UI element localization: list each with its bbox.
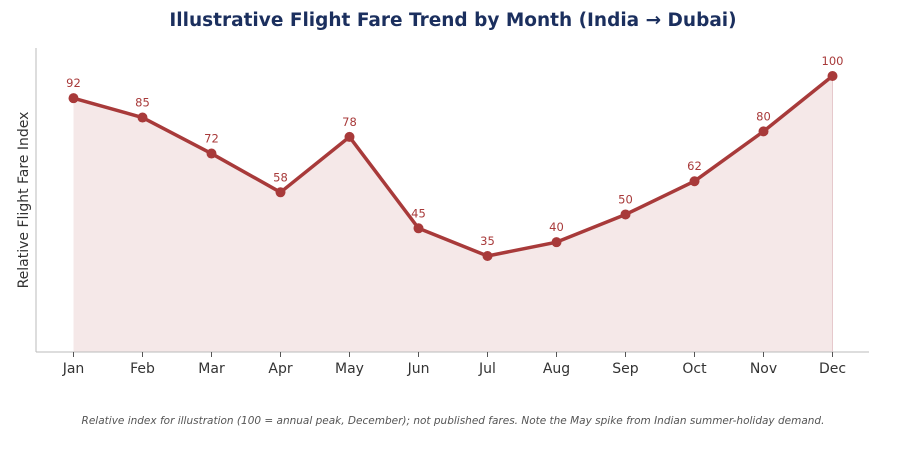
data-point xyxy=(206,148,217,159)
x-tick-label: Sep xyxy=(612,361,639,377)
data-label: 80 xyxy=(756,109,771,123)
data-point xyxy=(827,71,838,81)
x-tick-label: Apr xyxy=(268,361,292,377)
area-fill xyxy=(73,76,833,352)
chart-caption: Relative index for illustration (100 = a… xyxy=(81,415,825,427)
chart-title: Illustrative Flight Fare Trend by Month … xyxy=(169,10,737,31)
data-label: 100 xyxy=(822,54,844,68)
y-axis-title: Relative Flight Fare Index xyxy=(16,112,32,289)
data-point xyxy=(758,126,769,137)
data-point xyxy=(620,209,631,220)
data-label: 58 xyxy=(273,170,288,184)
data-label: 50 xyxy=(618,192,633,206)
data-point xyxy=(551,237,562,248)
data-label: 72 xyxy=(204,132,219,146)
data-point xyxy=(344,131,355,142)
series-line xyxy=(71,74,835,258)
x-tick-label: Dec xyxy=(819,361,846,377)
x-tick-label: May xyxy=(335,361,364,377)
data-point xyxy=(137,112,148,123)
x-tick-label: Nov xyxy=(750,361,777,377)
data-label: 78 xyxy=(342,115,357,129)
x-tick-label: Feb xyxy=(130,361,155,377)
x-tick-label: Mar xyxy=(198,361,225,377)
data-label: 40 xyxy=(549,220,564,234)
data-point xyxy=(689,176,700,187)
data-point xyxy=(68,93,79,104)
data-label: 45 xyxy=(411,206,426,220)
data-label: 62 xyxy=(687,159,702,173)
x-tick-label: Aug xyxy=(543,361,570,377)
x-tick-label: Oct xyxy=(682,361,707,377)
x-tick-label: Jul xyxy=(478,361,496,377)
x-tick-label: Jan xyxy=(62,361,85,377)
data-point xyxy=(413,223,424,234)
data-label: 85 xyxy=(135,96,150,110)
data-point xyxy=(482,251,493,261)
data-label: 92 xyxy=(66,76,81,90)
x-tick-label: Jun xyxy=(407,361,430,377)
data-point xyxy=(275,187,286,198)
data-label: 35 xyxy=(480,234,495,248)
